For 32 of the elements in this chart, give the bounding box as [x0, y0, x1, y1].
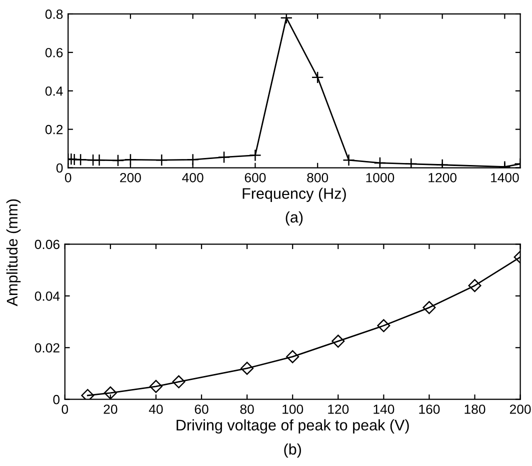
x-tick-label: 80: [240, 404, 254, 414]
y-tick-label: 0.04: [34, 291, 60, 301]
text: (a): [286, 211, 303, 226]
x-tick-label: 120: [328, 404, 349, 414]
x-tick-label: 100: [282, 404, 304, 414]
x-tick-label: 40: [148, 404, 163, 414]
x-tick-label: 400: [182, 172, 204, 182]
x-tick-label: 600: [244, 172, 266, 182]
x-tick-label: 0: [64, 172, 72, 182]
y-tick-label: 0.06: [34, 240, 60, 250]
y-tick-label: 0: [56, 163, 63, 173]
y-axis-title: Amplitude (mm): [6, 199, 21, 306]
x-tick-label: 200: [120, 172, 141, 182]
y-tick-label: 0.4: [45, 86, 63, 96]
y-tick-label: 0.8: [45, 10, 63, 19]
x-tick-label: 800: [307, 172, 328, 182]
x-tick-label: 140: [374, 404, 394, 414]
x-tick-label: 1000: [366, 172, 394, 182]
x-tick-label: 1200: [428, 172, 456, 182]
text: (b): [284, 443, 301, 458]
y-tick-label: 0.6: [45, 48, 63, 58]
x-tick-label: 180: [464, 404, 486, 414]
x-tick-label: 160: [419, 404, 440, 414]
x-axis-title: Frequency (Hz): [242, 188, 346, 202]
y-tick-label: 0: [53, 394, 60, 404]
y-tick-label: 0.02: [34, 343, 60, 353]
x-tick-label: 20: [104, 404, 118, 414]
x-axis-title: Driving voltage of peak to peak (V): [176, 419, 409, 434]
x-tick-label: 200: [510, 404, 531, 414]
y-tick-label: 0.2: [45, 124, 63, 134]
x-tick-label: 1400: [491, 172, 519, 182]
x-tick-label: 60: [194, 404, 208, 414]
